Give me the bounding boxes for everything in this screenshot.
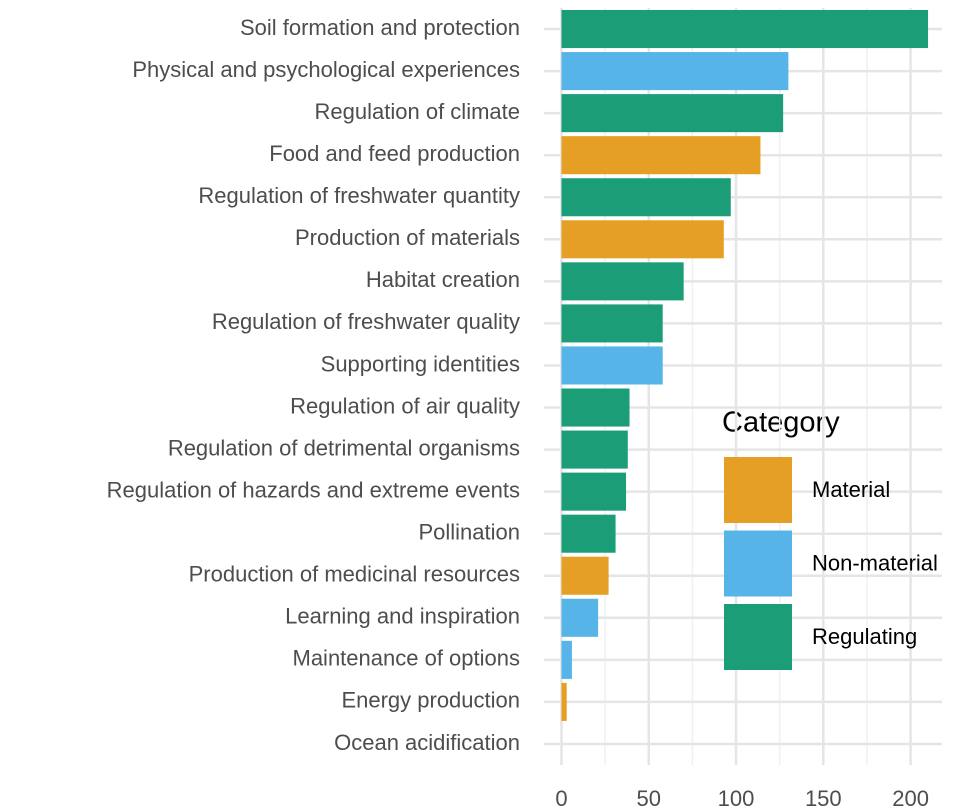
y-tick-label: Soil formation and protection xyxy=(240,15,520,40)
x-tick-label: 200 xyxy=(892,786,929,811)
y-tick-label: Production of materials xyxy=(295,225,520,250)
bar xyxy=(561,598,599,637)
y-tick-label: Physical and psychological experiences xyxy=(132,57,520,82)
legend-key xyxy=(724,457,792,523)
y-tick-label: Learning and inspiration xyxy=(285,604,520,629)
bar xyxy=(561,640,572,679)
y-tick-label: Pollination xyxy=(418,520,520,545)
y-tick-label: Regulation of detrimental organisms xyxy=(168,435,520,460)
y-tick-label: Regulation of climate xyxy=(315,99,520,124)
bar xyxy=(561,388,630,427)
bar xyxy=(561,514,616,553)
y-tick-label: Production of medicinal resources xyxy=(189,562,520,587)
x-tick-label: 50 xyxy=(636,786,660,811)
legend-key xyxy=(724,530,792,597)
bar xyxy=(561,472,627,511)
bar xyxy=(561,10,929,49)
bar xyxy=(561,178,731,217)
x-tick-label: 100 xyxy=(718,786,755,811)
bar xyxy=(561,94,784,133)
x-tick-label: 0 xyxy=(555,786,567,811)
y-tick-label: Habitat creation xyxy=(366,267,520,292)
bar xyxy=(561,682,567,721)
y-tick-label: Food and feed production xyxy=(269,141,520,166)
legend-label: Regulating xyxy=(812,624,917,649)
y-tick-label: Maintenance of options xyxy=(293,646,521,671)
legend-label: Non-material xyxy=(812,550,938,575)
y-tick-label: Regulation of hazards and extreme events xyxy=(107,477,520,502)
legend-title: Category xyxy=(722,407,840,439)
bar xyxy=(561,136,761,175)
y-tick-label: Regulation of freshwater quantity xyxy=(198,183,520,208)
y-tick-label: Energy production xyxy=(341,688,520,713)
legend-key xyxy=(724,604,792,670)
x-tick-label: 150 xyxy=(805,786,842,811)
bar xyxy=(561,556,609,595)
legend-label: Material xyxy=(812,477,890,502)
bar xyxy=(561,262,684,301)
y-tick-label: Ocean acidification xyxy=(334,730,520,755)
y-tick-label: Supporting identities xyxy=(321,351,520,376)
bar xyxy=(561,346,663,385)
bar xyxy=(561,430,628,469)
y-tick-label: Regulation of freshwater quality xyxy=(212,309,520,334)
y-tick-label: Regulation of air quality xyxy=(290,393,520,418)
bar xyxy=(561,220,724,259)
bar xyxy=(561,304,663,343)
bar xyxy=(561,52,789,91)
